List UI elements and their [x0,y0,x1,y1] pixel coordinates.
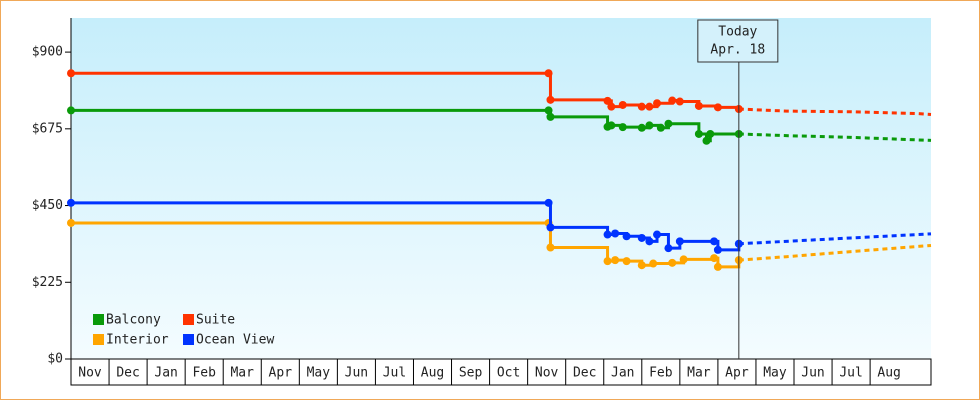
price-point [668,258,677,267]
price-point [546,243,555,252]
price-point [603,257,612,266]
price-point [622,232,631,241]
today-box [697,19,779,63]
x-tick-label: Oct [497,366,520,381]
price-point [546,112,555,121]
price-point [546,95,555,104]
today-label: Apr. 18 [710,43,765,58]
price-point [653,230,662,239]
price-point [645,121,654,130]
price-point [67,106,75,115]
x-tick-label: Jul [383,366,406,381]
x-tick-label: Apr [725,366,749,381]
price-point [611,229,620,238]
x-tick-label: Aug [877,366,900,381]
price-point [607,121,616,130]
price-point [649,259,658,268]
price-point [611,256,620,265]
legend-swatch [183,314,194,325]
price-point [637,261,646,270]
price-point [664,244,673,253]
price-point [544,198,553,207]
price-point [637,233,646,242]
price-point [546,223,555,232]
forecast-line [738,107,932,116]
x-tick-label: May [307,366,331,381]
legend-swatch [93,334,104,345]
price-point [679,255,688,264]
legend-label: Balcony [106,313,161,328]
price-point [710,254,719,263]
legend-swatch [93,314,104,325]
price-point [653,99,662,108]
x-tick-label: Dec [116,366,139,381]
x-tick-label: Feb [192,366,216,381]
x-tick-label: Nov [535,366,559,381]
price-point [675,237,684,246]
price-point [664,119,673,128]
x-tick-label: Jan [611,366,634,381]
price-point [544,69,553,78]
price-point [67,69,75,78]
x-tick-label: Jan [154,366,177,381]
x-tick-label: Jul [839,366,862,381]
price-point [607,102,616,111]
y-tick-label: $675 [32,121,63,136]
x-tick-label: Jun [801,366,824,381]
x-tick-label: Apr [269,366,293,381]
price-point [618,123,627,132]
plot-area [71,18,931,359]
today-label: Today [718,25,757,40]
price-point [67,218,75,227]
legend-label: Interior [106,333,169,348]
price-point [694,129,703,138]
y-tick-label: $0 [47,352,63,367]
price-point [637,102,646,111]
price-point [645,102,654,111]
price-point [713,103,722,112]
price-point [618,100,627,109]
price-point [702,136,711,145]
price-point [713,245,722,254]
x-tick-label: Aug [421,366,444,381]
price-point [544,106,553,115]
x-tick-label: Sep [459,366,483,381]
price-point [656,123,665,132]
y-tick-label: $450 [32,198,63,213]
x-tick-label: Jun [345,366,368,381]
price-point [603,96,612,105]
price-point [603,230,612,239]
price-point [694,101,703,110]
x-tick-label: Mar [230,366,254,381]
price-point [645,237,654,246]
x-tick-label: Nov [78,366,102,381]
price-point [713,262,722,271]
price-point [622,257,631,266]
y-tick-label: $225 [32,275,63,290]
x-tick-label: Mar [687,366,711,381]
price-point [668,96,677,105]
legend-swatch [183,334,194,345]
price-point [637,123,646,132]
y-tick-label: $900 [32,45,63,60]
legend-label: Suite [196,313,235,328]
x-tick-label: Dec [573,366,596,381]
price-point [675,97,684,106]
price-point [67,198,75,207]
legend-label: Ocean View [196,333,274,348]
x-tick-label: May [763,366,787,381]
price-point [710,237,719,246]
x-tick-label: Feb [649,366,673,381]
price-point [706,129,715,138]
